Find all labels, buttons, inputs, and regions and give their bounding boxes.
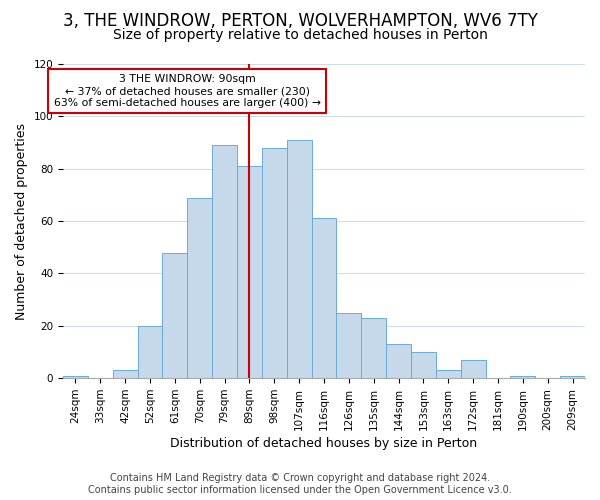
Bar bbox=[187, 198, 212, 378]
Bar bbox=[63, 376, 88, 378]
Bar bbox=[113, 370, 137, 378]
Bar bbox=[311, 218, 337, 378]
Bar bbox=[386, 344, 411, 378]
Text: 3 THE WINDROW: 90sqm
← 37% of detached houses are smaller (230)
63% of semi-deta: 3 THE WINDROW: 90sqm ← 37% of detached h… bbox=[54, 74, 321, 108]
Bar bbox=[212, 145, 237, 378]
Bar bbox=[511, 376, 535, 378]
Bar bbox=[411, 352, 436, 378]
Bar bbox=[237, 166, 262, 378]
Bar bbox=[337, 312, 361, 378]
Bar bbox=[163, 252, 187, 378]
Text: 3, THE WINDROW, PERTON, WOLVERHAMPTON, WV6 7TY: 3, THE WINDROW, PERTON, WOLVERHAMPTON, W… bbox=[62, 12, 538, 30]
Bar bbox=[361, 318, 386, 378]
Text: Size of property relative to detached houses in Perton: Size of property relative to detached ho… bbox=[113, 28, 487, 42]
X-axis label: Distribution of detached houses by size in Perton: Distribution of detached houses by size … bbox=[170, 437, 478, 450]
Bar bbox=[461, 360, 485, 378]
Text: Contains HM Land Registry data © Crown copyright and database right 2024.
Contai: Contains HM Land Registry data © Crown c… bbox=[88, 474, 512, 495]
Bar bbox=[137, 326, 163, 378]
Bar bbox=[287, 140, 311, 378]
Y-axis label: Number of detached properties: Number of detached properties bbox=[15, 122, 28, 320]
Bar bbox=[560, 376, 585, 378]
Bar bbox=[262, 148, 287, 378]
Bar bbox=[436, 370, 461, 378]
